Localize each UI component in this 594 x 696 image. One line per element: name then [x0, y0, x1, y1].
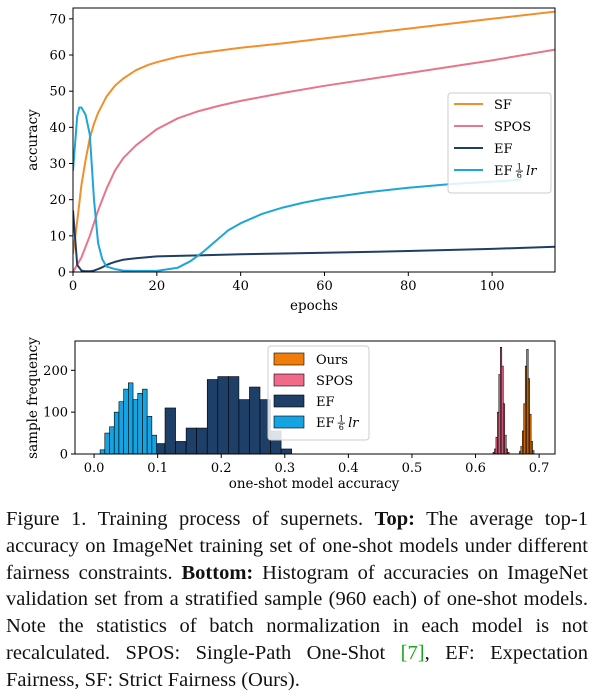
bottom-x-tick-label: 0.7 — [529, 461, 550, 476]
histogram-bar-series-2 — [206, 379, 219, 455]
bottom-x-tick-label: 0.5 — [402, 461, 423, 476]
histogram-bar-series-2 — [196, 427, 208, 455]
histogram-bar-series-2 — [164, 407, 176, 455]
top-y-tick-label: 0 — [58, 266, 66, 281]
bottom-x-tick-label: 0.3 — [274, 461, 295, 476]
histogram-bar-series-3 — [109, 426, 115, 455]
bottom-legend: Ours SPOS EF EF 16 lr — [267, 345, 370, 441]
histogram-bar-series-3 — [128, 382, 134, 455]
histogram-bar-series-3 — [151, 434, 157, 455]
caption-top-label: Top: — [374, 508, 415, 530]
bottom-legend-label-1: SPOS — [316, 374, 353, 389]
top-x-tick-label: 40 — [232, 279, 249, 294]
bottom-x-axis-label: one-shot model accuracy — [229, 476, 400, 492]
top-x-tick-label: 20 — [149, 279, 166, 294]
bottom-x-tick-label: 0.2 — [211, 461, 232, 476]
bottom-legend-swatch-2 — [273, 394, 305, 408]
top-legend-label-3-frac-den: 6 — [517, 171, 522, 180]
figure-label: Figure 1. — [6, 508, 87, 530]
histogram-bar-series-3 — [104, 432, 110, 455]
histogram-bar-series-3 — [142, 388, 148, 455]
histogram-bar-series-2 — [280, 448, 292, 455]
top-legend-label-1: SPOS — [494, 120, 531, 135]
top-x-tick-label: 80 — [400, 279, 417, 294]
figure-caption: Figure 1. Training process of supernets.… — [6, 506, 588, 694]
histogram-bar-series-2 — [175, 441, 187, 455]
top-y-tick-label: 10 — [49, 229, 66, 244]
top-y-axis-label: accuracy — [25, 109, 41, 171]
histogram-bar-series-3 — [123, 388, 129, 455]
top-y-tick-label: 30 — [49, 157, 66, 172]
histogram-bar-series-2 — [228, 376, 240, 455]
bottom-legend-swatch-3 — [273, 415, 305, 429]
bottom-x-tick-label: 0.0 — [84, 461, 105, 476]
histogram-bar-series-3 — [137, 393, 143, 455]
histogram-bar-series-3 — [113, 411, 120, 455]
top-plot-frame — [72, 7, 556, 273]
histogram-bar-series-3 — [132, 399, 139, 455]
top-series-line-0 — [73, 10, 555, 255]
top-legend-label-3-lr: lr — [526, 164, 537, 179]
caption-tail: , EF: Expectation Fairness, SF: Strict F… — [6, 641, 589, 691]
caption-bottom-label: Bottom: — [181, 561, 254, 584]
bottom-x-tick-label: 0.6 — [465, 461, 486, 476]
caption-intro: Training process of supernets. — [97, 508, 364, 530]
top-y-tick-label: 40 — [49, 121, 66, 136]
histogram-bar-series-2 — [238, 399, 250, 455]
top-line-chart: 0 20 40 60 80 100 0 10 20 30 40 50 60 70 epochs accu… — [25, 7, 556, 314]
top-legend: SF SPOS EF EF 16 lr — [447, 92, 552, 194]
bottom-legend-label-3-lr: lr — [348, 416, 359, 431]
bottom-legend-label-0: Ours — [316, 353, 348, 368]
top-y-tick-label: 60 — [49, 49, 66, 64]
histogram-bar-series-2 — [249, 386, 261, 455]
top-x-tick-label: 0 — [69, 279, 77, 294]
citation-link[interactable]: [7] — [400, 641, 425, 664]
histogram-bar-series-3 — [146, 416, 153, 455]
top-y-tick-label: 70 — [49, 12, 66, 27]
bottom-legend-swatch-0 — [273, 352, 305, 366]
bottom-x-tick-label: 0.1 — [147, 461, 168, 476]
bottom-legend-label-3-frac-den: 6 — [339, 423, 344, 432]
bottom-x-tick-label: 0.4 — [338, 461, 359, 476]
bottom-y-tick-label: 0 — [60, 448, 68, 463]
top-legend-label-0: SF — [494, 98, 512, 113]
bottom-legend-label-2: EF — [316, 395, 335, 410]
bottom-y-tick-label: 100 — [43, 406, 68, 421]
bottom-legend-swatch-1 — [273, 373, 305, 387]
top-legend-label-3-frac-num: 1 — [517, 163, 522, 172]
histogram-bar-series-3 — [118, 401, 124, 455]
top-legend-label-2: EF — [494, 142, 513, 157]
bottom-legend-label-3-frac-num: 1 — [339, 415, 344, 424]
top-y-tick-label: 20 — [49, 193, 66, 208]
top-legend-label-3: EF — [494, 164, 513, 179]
histogram-bar-series-3 — [99, 449, 106, 455]
caption-bottom-text: Histogram of accuracies on ImageNet vali… — [6, 561, 589, 664]
top-series-line-2 — [73, 210, 555, 272]
bottom-plot-frame — [74, 340, 556, 455]
bottom-y-tick-label: 200 — [43, 364, 68, 379]
histogram-bar-series-2 — [217, 376, 229, 455]
top-series-line-1 — [73, 48, 555, 272]
histogram-bar-series-0 — [532, 450, 535, 455]
top-x-tick-label: 100 — [480, 279, 505, 294]
bottom-y-axis-label: sample frequency — [25, 337, 41, 459]
bottom-legend-label-3: EF — [316, 416, 335, 431]
caption-top-text: The average top-1 accuracy on ImageNet t… — [6, 508, 588, 584]
top-x-axis-label: epochs — [290, 298, 338, 314]
top-series-line-3 — [73, 106, 522, 272]
top-legend-box — [447, 92, 552, 194]
top-y-tick-label: 50 — [49, 85, 66, 100]
histogram-bar-series-2 — [185, 427, 197, 455]
top-x-tick-label: 60 — [316, 279, 333, 294]
bottom-histogram: 0.0 0.1 0.2 0.3 0.4 0.5 0.6 0.7 0 100 200 one-sho… — [25, 337, 556, 492]
